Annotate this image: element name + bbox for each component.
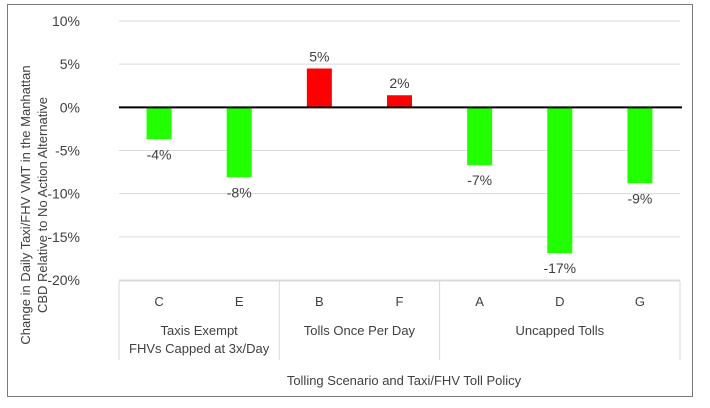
y-tick-labels: 10% 5% 0% -5% -10% -15% -20% [47, 13, 80, 288]
y-axis-title-line-2: CBD Relative to No Action Alternative [35, 97, 50, 313]
bars [146, 68, 653, 254]
data-label: -4% [147, 146, 172, 162]
bar-E [226, 107, 252, 178]
category-axis: C E B F A D G Taxis Exempt FHVs Capped at 3x/Day… [118, 280, 681, 360]
x-axis-title: Tolling Scenario and Taxi/FHV Toll Polic… [287, 373, 522, 388]
bar-G [627, 107, 653, 184]
category-label: B [315, 294, 324, 309]
bar-D [547, 107, 573, 254]
gridlines [119, 20, 680, 281]
group-label: Uncapped Tolls [515, 323, 604, 338]
y-tick-label: 5% [60, 56, 80, 72]
bar-B [306, 68, 332, 108]
bar-F [387, 95, 412, 108]
category-label: E [235, 294, 244, 309]
data-label: 2% [389, 75, 409, 91]
y-tick-label: 10% [52, 13, 80, 29]
category-label: A [475, 294, 484, 309]
category-label: D [555, 294, 564, 309]
bar-C [146, 107, 172, 140]
y-axis-title-line-1: Change in Daily Taxi/FHV VMT in the Manh… [18, 65, 33, 344]
y-tick-label: -20% [47, 272, 80, 288]
data-label: -8% [227, 184, 252, 200]
data-label: -17% [543, 260, 576, 276]
y-tick-label: -10% [47, 186, 80, 202]
y-tick-label: -15% [47, 229, 80, 245]
data-label: 5% [309, 48, 329, 64]
y-tick-label: 0% [60, 99, 80, 115]
group-label: Taxis Exempt [160, 323, 238, 338]
data-label: -9% [627, 190, 652, 206]
group-label: FHVs Capped at 3x/Day [129, 341, 270, 356]
category-label: F [396, 294, 404, 309]
chart-frame [7, 4, 693, 397]
bar-A [467, 107, 493, 166]
group-label: Tolls Once Per Day [304, 323, 416, 338]
data-labels: -4% -8% 5% 2% -7% -17% -9% [147, 48, 653, 276]
y-tick-label: -5% [55, 143, 80, 159]
data-label: -7% [467, 172, 492, 188]
category-label: G [635, 294, 645, 309]
category-label: C [154, 294, 163, 309]
